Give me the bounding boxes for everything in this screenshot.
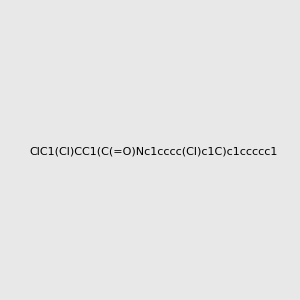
Text: ClC1(Cl)CC1(C(=O)Nc1cccc(Cl)c1C)c1ccccc1: ClC1(Cl)CC1(C(=O)Nc1cccc(Cl)c1C)c1ccccc1 <box>30 146 278 157</box>
